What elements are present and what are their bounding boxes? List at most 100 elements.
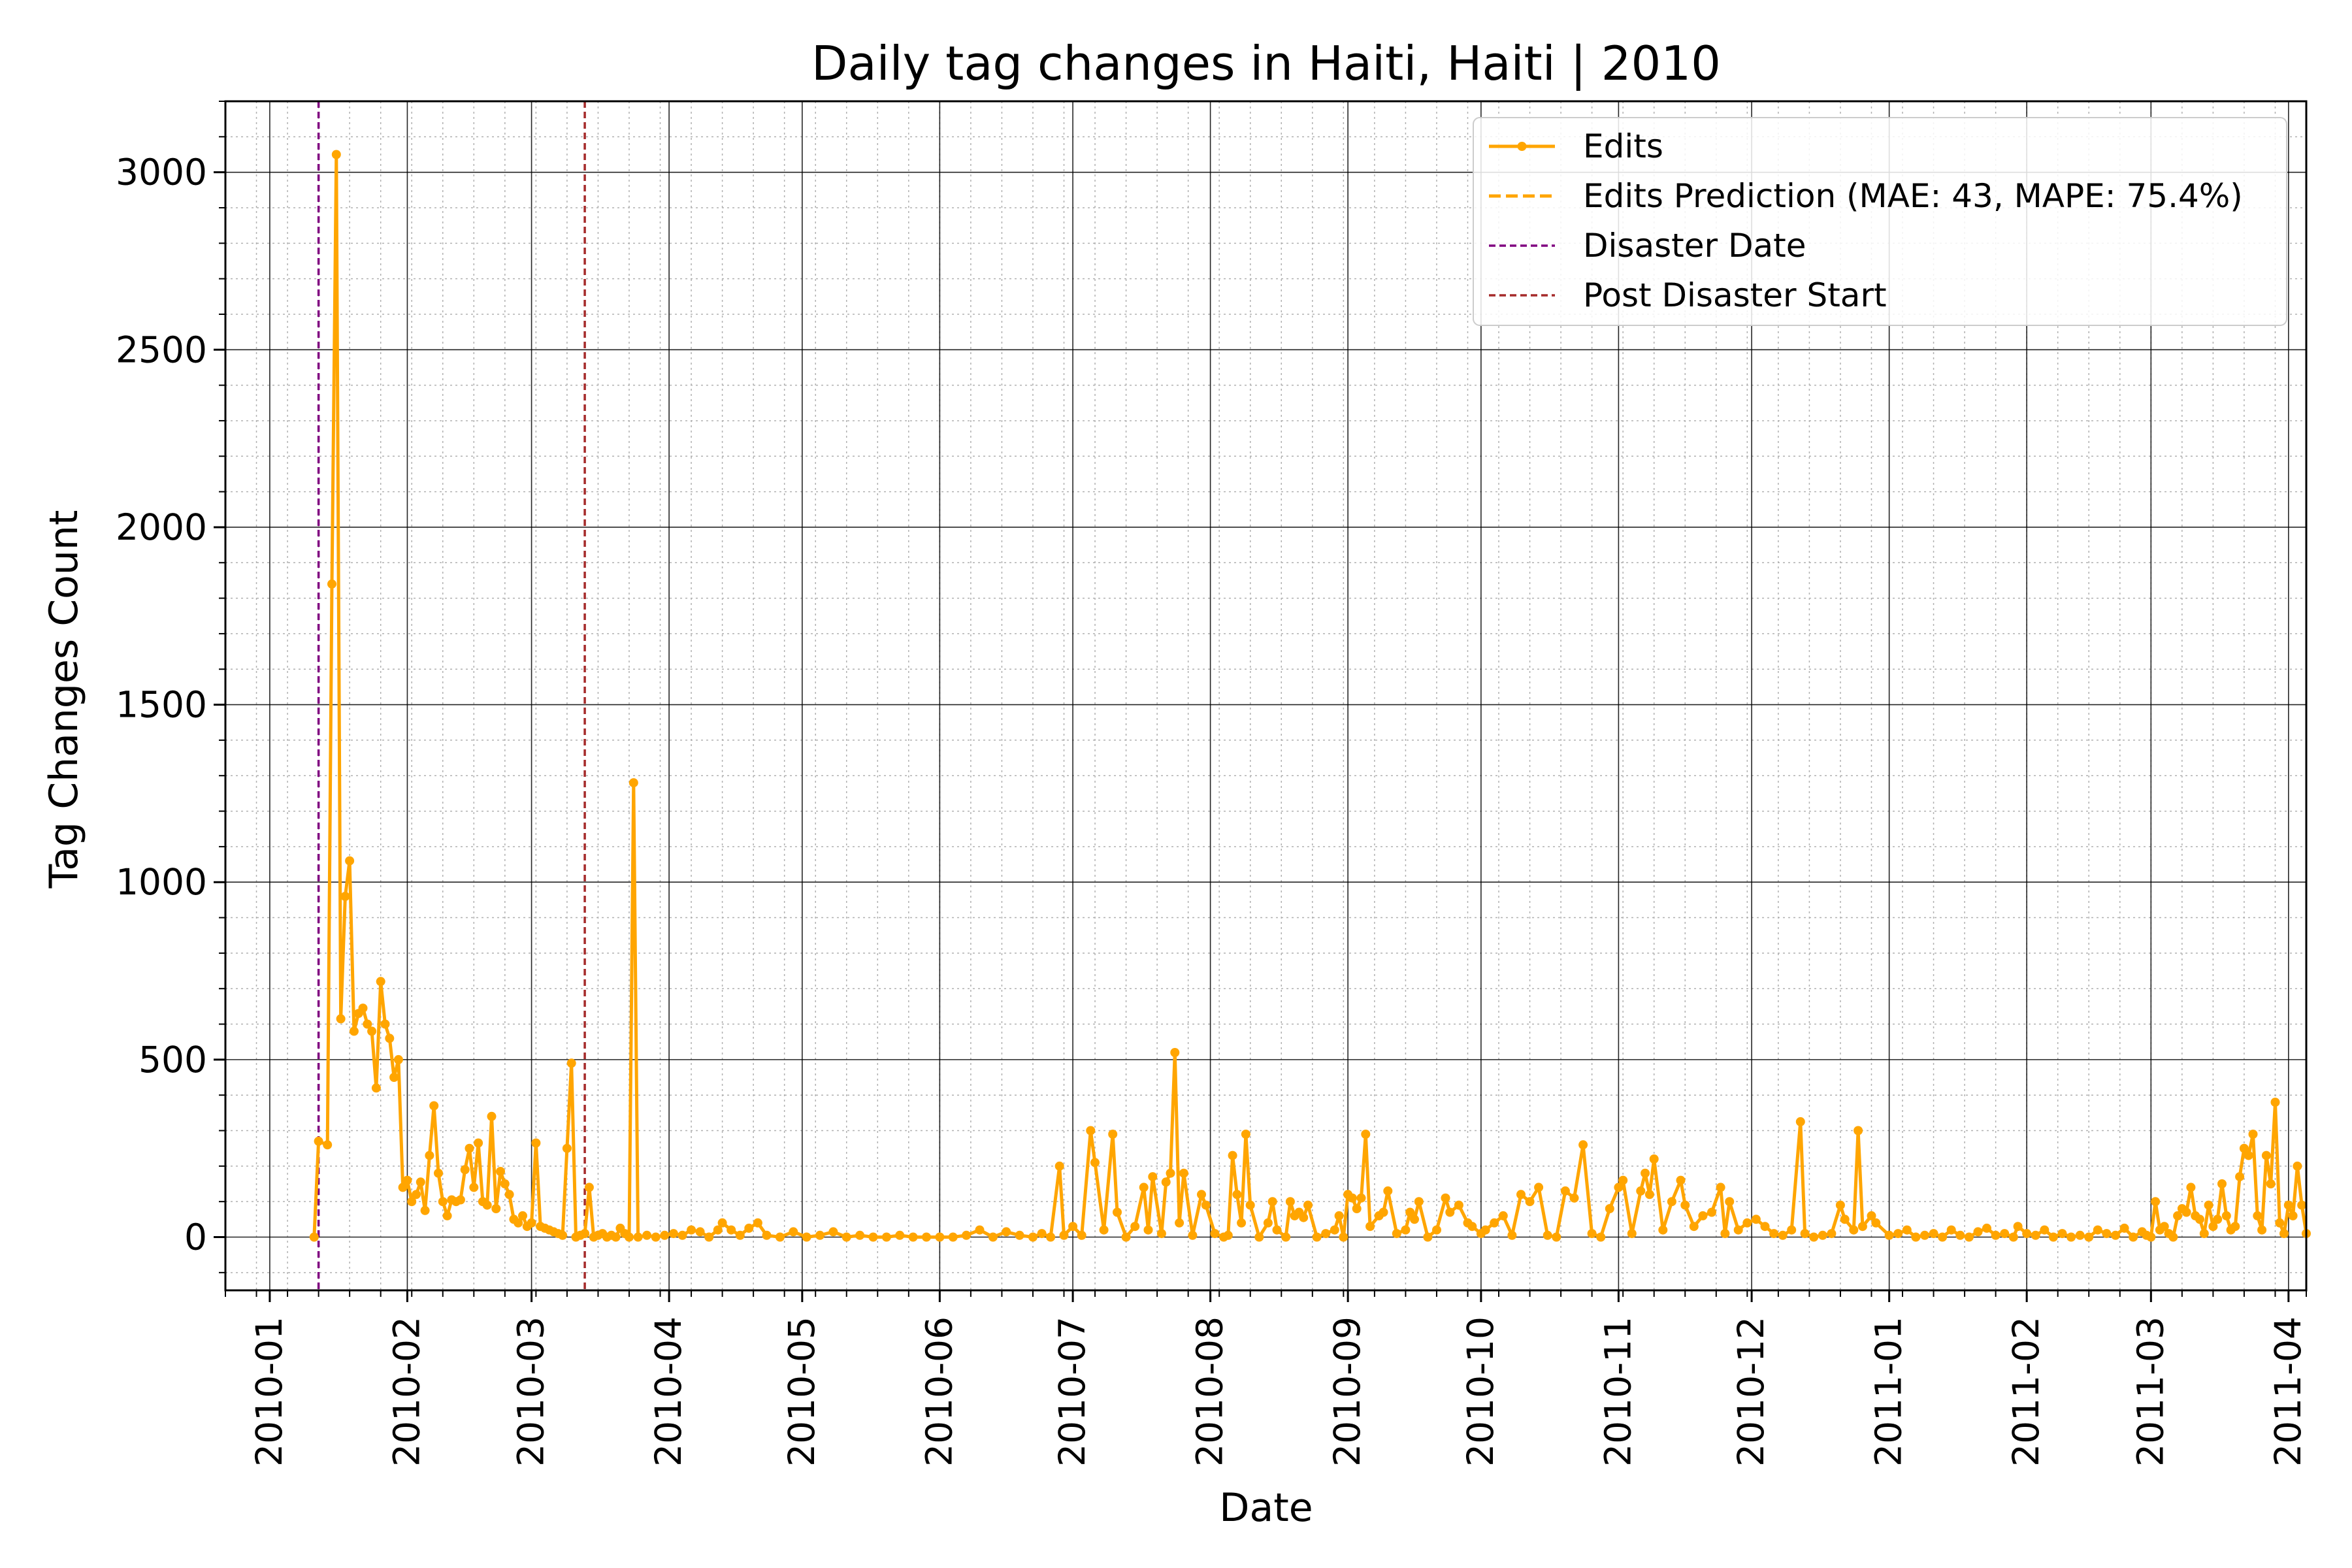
edits-data-point xyxy=(580,1229,590,1239)
x-tick-label: 2010-01 xyxy=(248,1316,290,1467)
edits-data-point xyxy=(1143,1225,1153,1235)
edits-data-point xyxy=(2066,1232,2076,1242)
edits-data-point xyxy=(1552,1232,1561,1242)
edits-data-point xyxy=(2257,1225,2267,1235)
edits-data-point xyxy=(735,1230,745,1240)
edits-data-point xyxy=(1197,1190,1206,1200)
edits-data-point xyxy=(420,1205,430,1215)
edits-data-point xyxy=(1099,1225,1109,1235)
edits-data-point xyxy=(1787,1225,1797,1235)
edits-data-point xyxy=(1849,1225,1859,1235)
edits-data-point xyxy=(895,1230,905,1240)
edits-data-point xyxy=(1676,1175,1686,1185)
edits-data-point xyxy=(1516,1190,1526,1200)
legend-marker xyxy=(1517,142,1527,151)
edits-data-point xyxy=(2204,1200,2213,1210)
edits-data-point xyxy=(1139,1183,1149,1192)
x-tick-label: 2010-03 xyxy=(510,1316,552,1467)
x-tick-label: 2010-07 xyxy=(1051,1316,1093,1467)
edits-data-point xyxy=(975,1225,985,1235)
edits-data-point xyxy=(474,1138,483,1148)
edits-data-point xyxy=(1636,1186,1646,1196)
edits-data-point xyxy=(323,1140,333,1150)
edits-data-point xyxy=(1800,1229,1810,1239)
edits-data-point xyxy=(2279,1229,2289,1239)
edits-data-point xyxy=(1911,1232,1921,1242)
edits-data-point xyxy=(416,1177,425,1187)
edits-data-point xyxy=(802,1232,811,1242)
edits-data-point xyxy=(668,1229,678,1239)
edits-data-point xyxy=(1840,1215,1850,1224)
edits-data-point xyxy=(1401,1225,1411,1235)
edits-data-point xyxy=(1871,1218,1881,1228)
edits-data-point xyxy=(2244,1151,2253,1160)
edits-data-point xyxy=(841,1232,851,1242)
edits-data-point xyxy=(2040,1225,2050,1235)
edits-data-point xyxy=(1037,1229,1047,1239)
edits-data-point xyxy=(1263,1218,1273,1228)
edits-data-point xyxy=(1365,1222,1375,1232)
chart-title: Daily tag changes in Haiti, Haiti | 2010 xyxy=(811,36,1721,91)
edits-data-point xyxy=(2168,1232,2178,1242)
edits-data-point xyxy=(465,1143,474,1153)
edits-data-point xyxy=(2217,1179,2227,1188)
y-tick-label: 1000 xyxy=(116,861,207,903)
edits-data-point xyxy=(1560,1186,1570,1196)
edits-data-point xyxy=(2266,1179,2276,1188)
edits-data-point xyxy=(1534,1183,1544,1192)
edits-data-point xyxy=(380,1019,390,1029)
edits-data-point xyxy=(1854,1126,1863,1135)
edits-data-point xyxy=(1982,1223,1991,1233)
legend: Edits Edits Prediction (MAE: 43, MAPE: 75… xyxy=(1473,117,2287,326)
edits-data-point xyxy=(1223,1230,1233,1240)
edits-data-point xyxy=(1405,1207,1415,1217)
edits-data-point xyxy=(491,1204,501,1213)
edits-data-point xyxy=(753,1218,762,1228)
edits-data-point xyxy=(1068,1222,1078,1232)
edits-data-point xyxy=(1046,1232,1056,1242)
edits-data-point xyxy=(460,1165,470,1175)
x-axis-label: Date xyxy=(1219,1485,1313,1531)
edits-data-point xyxy=(385,1034,395,1043)
edits-data-point xyxy=(1867,1211,1876,1220)
edits-data-point xyxy=(2288,1211,2298,1220)
edits-data-point xyxy=(1857,1222,1867,1232)
edits-data-point xyxy=(1884,1230,1894,1240)
edits-data-point xyxy=(2239,1143,2249,1153)
edits-data-point xyxy=(363,1019,372,1029)
edits-data-point xyxy=(1795,1117,1805,1126)
edits-data-point xyxy=(2235,1172,2245,1182)
edits-data-point xyxy=(1356,1193,1366,1203)
edits-data-point xyxy=(633,1232,643,1242)
edits-data-point xyxy=(1578,1140,1588,1150)
edits-data-point xyxy=(1028,1232,1037,1242)
edits-data-point xyxy=(1707,1207,1716,1217)
edits-data-point xyxy=(2159,1222,2169,1232)
edits-data-point xyxy=(1902,1225,1912,1235)
edits-data-point xyxy=(1237,1218,1247,1228)
edits-data-point xyxy=(1121,1232,1131,1242)
edits-data-point xyxy=(1090,1158,1100,1168)
edits-data-point xyxy=(1130,1222,1140,1232)
edits-data-point xyxy=(922,1232,931,1242)
edits-data-point xyxy=(717,1218,727,1228)
legend-label: Post Disaster Start xyxy=(1583,276,1887,314)
edits-data-point xyxy=(1228,1151,1237,1160)
edits-data-point xyxy=(1241,1130,1250,1139)
edits-data-point xyxy=(1507,1230,1517,1240)
legend-box xyxy=(1473,117,2287,326)
x-tick-label: 2010-06 xyxy=(918,1316,960,1467)
legend-label: Edits xyxy=(1583,127,1663,165)
edits-data-point xyxy=(2075,1230,2085,1240)
edits-data-point xyxy=(744,1223,754,1233)
edits-data-point xyxy=(1641,1168,1650,1178)
edits-data-point xyxy=(558,1230,568,1240)
edits-data-point xyxy=(2173,1211,2183,1220)
edits-data-point xyxy=(349,1026,359,1036)
edits-data-point xyxy=(1893,1229,1903,1239)
edits-data-point xyxy=(389,1073,399,1082)
edits-data-point xyxy=(336,1014,346,1024)
edits-data-point xyxy=(1054,1161,1064,1171)
edits-data-point xyxy=(1086,1126,1096,1135)
edits-data-point xyxy=(1480,1225,1490,1235)
